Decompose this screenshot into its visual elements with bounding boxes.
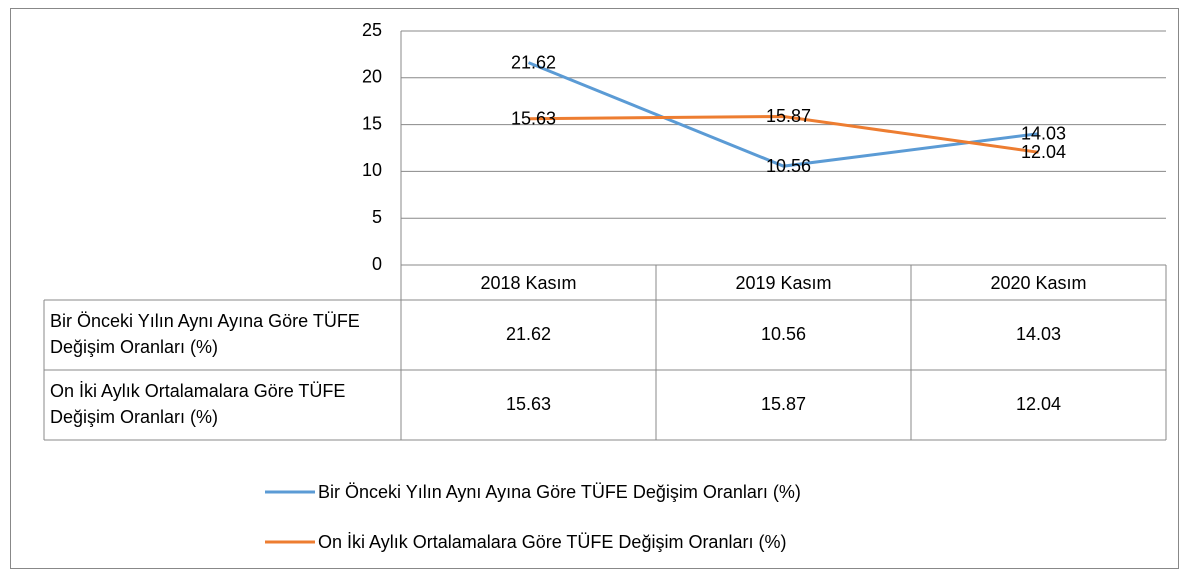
table-cell: 12.04	[1016, 394, 1061, 414]
table-cell: 10.56	[761, 324, 806, 344]
table-cell: 21.62	[506, 324, 551, 344]
y-tick-label: 15	[362, 113, 382, 133]
table-row-header: On İki Aylık Ortalamalara Göre TÜFE Deği…	[50, 381, 346, 427]
y-tick-label: 5	[372, 207, 382, 227]
data-label: 15.63	[511, 108, 556, 128]
x-tick-label: 2018 Kasım	[480, 273, 576, 293]
line-series	[527, 61, 1039, 168]
data-label: 12.04	[1021, 142, 1066, 162]
data-label: 10.56	[766, 156, 811, 176]
data-label: 21.62	[511, 52, 556, 72]
data-label: 14.03	[1021, 123, 1066, 143]
line-series	[528, 114, 1039, 154]
table-cell: 14.03	[1016, 324, 1061, 344]
y-tick-label: 0	[372, 254, 382, 274]
x-tick-label: 2020 Kasım	[990, 273, 1086, 293]
y-tick-label: 10	[362, 160, 382, 180]
table-cell: 15.87	[761, 394, 806, 414]
legend-label: Bir Önceki Yılın Aynı Ayına Göre TÜFE De…	[318, 482, 801, 502]
x-tick-label: 2019 Kasım	[735, 273, 831, 293]
table-cell: 15.63	[506, 394, 551, 414]
data-label: 15.87	[766, 106, 811, 126]
y-tick-label: 25	[362, 20, 382, 40]
table-row-header-text: Bir Önceki Yılın Aynı Ayına Göre TÜFE De…	[50, 311, 360, 357]
chart-border	[10, 8, 1179, 569]
y-tick-label: 20	[362, 67, 382, 87]
legend-label: On İki Aylık Ortalamalara Göre TÜFE Deği…	[318, 532, 786, 552]
table-row-header: Bir Önceki Yılın Aynı Ayına Göre TÜFE De…	[50, 311, 360, 357]
table-row-header-text: On İki Aylık Ortalamalara Göre TÜFE Deği…	[50, 381, 346, 427]
